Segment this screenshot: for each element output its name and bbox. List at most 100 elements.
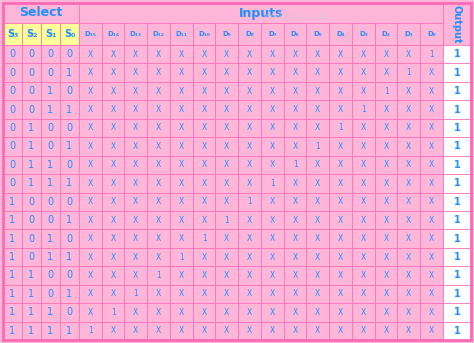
Text: 1: 1	[9, 307, 16, 317]
Text: X: X	[315, 289, 320, 298]
Text: X: X	[179, 289, 184, 298]
Text: X: X	[247, 289, 252, 298]
Text: 1: 1	[47, 86, 54, 96]
Bar	[375, 63, 398, 82]
Bar	[22, 266, 41, 285]
Bar	[193, 322, 216, 340]
Bar	[79, 100, 102, 119]
Bar	[147, 174, 170, 192]
Text: X: X	[88, 197, 93, 206]
Text: D₂: D₂	[382, 31, 391, 37]
Bar	[238, 211, 261, 229]
Bar	[170, 285, 193, 303]
Bar	[284, 174, 307, 192]
Bar	[216, 156, 238, 174]
Bar	[102, 322, 125, 340]
Text: X: X	[110, 142, 116, 151]
Bar	[102, 303, 125, 322]
Bar	[375, 211, 398, 229]
Bar	[443, 322, 471, 340]
Text: 1: 1	[454, 271, 460, 281]
Bar	[79, 82, 102, 100]
Bar	[261, 174, 284, 192]
Bar	[147, 266, 170, 285]
Text: X: X	[338, 271, 343, 280]
Text: X: X	[201, 86, 207, 96]
Text: X: X	[361, 142, 366, 151]
Bar	[3, 82, 22, 100]
Text: 0: 0	[47, 68, 54, 78]
Bar	[193, 82, 216, 100]
Bar	[193, 211, 216, 229]
Bar	[443, 211, 471, 229]
Bar	[261, 100, 284, 119]
Bar	[60, 192, 79, 211]
Bar	[60, 229, 79, 248]
Bar	[41, 174, 60, 192]
Bar	[79, 285, 102, 303]
Bar	[329, 119, 352, 137]
Text: X: X	[88, 68, 93, 77]
Text: X: X	[429, 252, 434, 261]
Text: 1: 1	[9, 271, 16, 281]
Text: X: X	[361, 179, 366, 188]
Bar	[420, 100, 443, 119]
Bar	[398, 248, 420, 266]
Bar	[147, 285, 170, 303]
Bar	[352, 82, 375, 100]
Text: X: X	[315, 123, 320, 132]
Text: X: X	[247, 252, 252, 261]
Bar	[125, 156, 147, 174]
Bar	[3, 229, 22, 248]
Bar	[420, 45, 443, 63]
Text: X: X	[429, 123, 434, 132]
Text: 0: 0	[66, 307, 73, 317]
Text: 1: 1	[66, 326, 73, 336]
Text: 0: 0	[9, 86, 16, 96]
Text: X: X	[247, 326, 252, 335]
Bar	[79, 23, 102, 45]
Bar	[79, 156, 102, 174]
Text: X: X	[429, 308, 434, 317]
Text: X: X	[383, 308, 389, 317]
Bar	[41, 303, 60, 322]
Bar	[238, 156, 261, 174]
Text: X: X	[247, 216, 252, 225]
Text: X: X	[406, 86, 411, 96]
Text: X: X	[429, 271, 434, 280]
Bar	[170, 211, 193, 229]
Text: X: X	[361, 289, 366, 298]
Bar	[375, 100, 398, 119]
Bar	[307, 100, 329, 119]
Text: X: X	[201, 179, 207, 188]
Bar	[41, 45, 60, 63]
Bar	[375, 82, 398, 100]
Bar	[125, 119, 147, 137]
Bar	[307, 192, 329, 211]
Text: 1: 1	[270, 179, 275, 188]
Bar	[375, 266, 398, 285]
Bar	[284, 119, 307, 137]
Text: X: X	[179, 50, 184, 59]
Text: X: X	[201, 105, 207, 114]
Bar	[216, 248, 238, 266]
Text: X: X	[406, 142, 411, 151]
Bar	[238, 119, 261, 137]
Bar	[307, 266, 329, 285]
Bar	[193, 285, 216, 303]
Text: Output: Output	[452, 5, 462, 43]
Text: X: X	[133, 216, 138, 225]
Bar	[193, 266, 216, 285]
Text: 0: 0	[9, 160, 16, 170]
Bar	[329, 45, 352, 63]
Text: 0: 0	[66, 197, 73, 207]
Bar	[398, 63, 420, 82]
Bar	[125, 45, 147, 63]
Text: X: X	[110, 271, 116, 280]
Bar	[147, 248, 170, 266]
Text: X: X	[247, 105, 252, 114]
Text: X: X	[292, 68, 298, 77]
Text: X: X	[292, 271, 298, 280]
Text: X: X	[406, 308, 411, 317]
Bar	[261, 45, 284, 63]
